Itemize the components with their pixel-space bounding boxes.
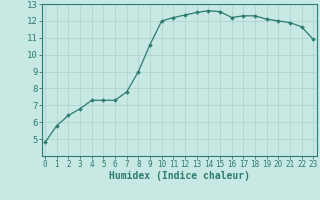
X-axis label: Humidex (Indice chaleur): Humidex (Indice chaleur): [109, 171, 250, 181]
